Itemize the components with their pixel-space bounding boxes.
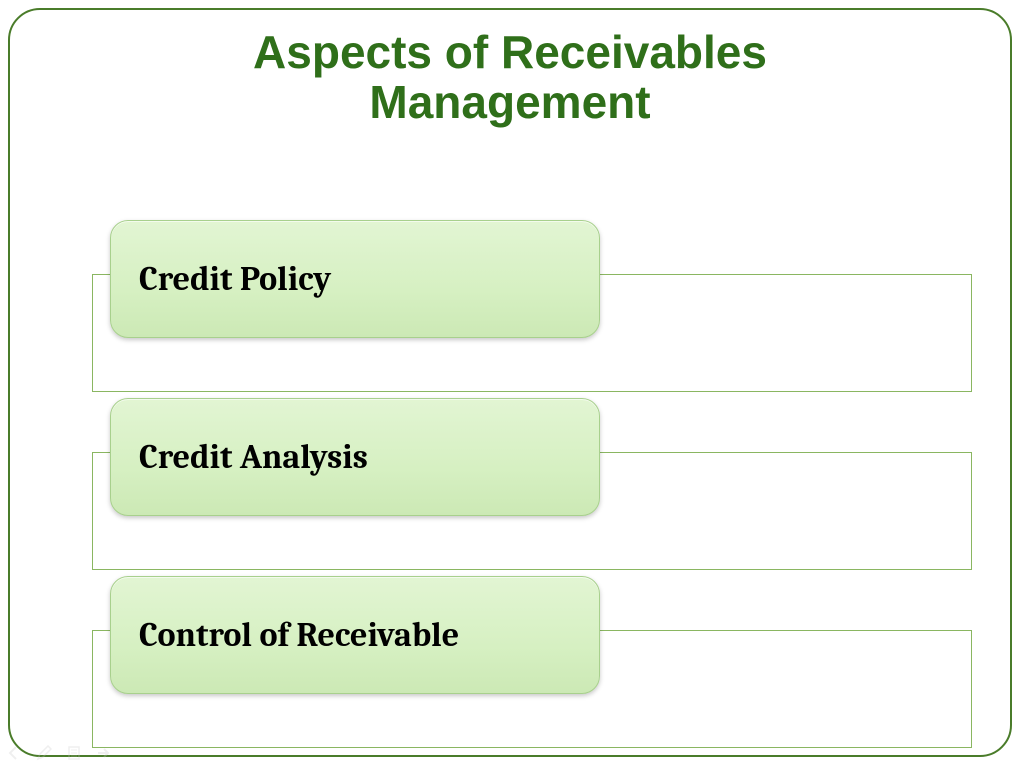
slide-toolbar xyxy=(6,745,112,761)
pen-icon[interactable] xyxy=(36,745,52,761)
pill-label: Credit Policy xyxy=(139,259,331,299)
forward-arrow-icon[interactable] xyxy=(96,745,112,761)
list-item: Credit Analysis xyxy=(10,398,1010,568)
pill-control-receivable: Control of Receivable xyxy=(110,576,600,694)
pill-credit-policy: Credit Policy xyxy=(110,220,600,338)
pill-label: Credit Analysis xyxy=(139,437,368,477)
title-line-1: Aspects of Receivables xyxy=(253,26,767,78)
items-area: Credit Policy Credit Analysis Control of… xyxy=(10,220,1010,754)
pages-icon[interactable] xyxy=(66,745,82,761)
title-line-2: Management xyxy=(369,76,650,128)
list-item: Control of Receivable xyxy=(10,576,1010,746)
slide-frame: Aspects of Receivables Management Credit… xyxy=(8,8,1012,757)
pill-label: Control of Receivable xyxy=(139,615,459,655)
list-item: Credit Policy xyxy=(10,220,1010,390)
slide-title: Aspects of Receivables Management xyxy=(10,28,1010,127)
pill-credit-analysis: Credit Analysis xyxy=(110,398,600,516)
back-arrow-icon[interactable] xyxy=(6,745,22,761)
